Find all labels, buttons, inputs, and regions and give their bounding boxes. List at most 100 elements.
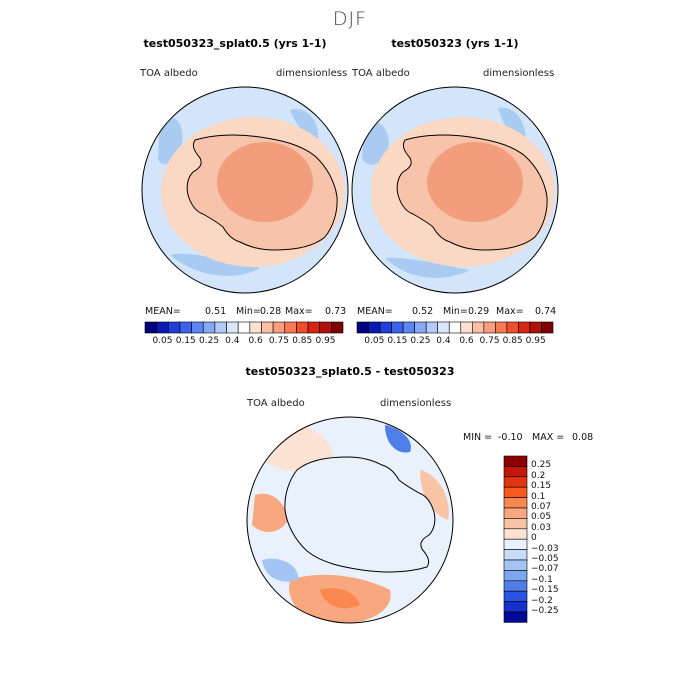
colorbar-panel2-swatch [471, 321, 485, 334]
diff-variable-label: TOA albedo [247, 398, 305, 409]
colorbar-panel1-swatch [156, 321, 169, 334]
colorbar-panel1-swatch [191, 321, 204, 334]
diff-pos-patch4 [320, 588, 360, 609]
colorbar-panel1-swatch [167, 321, 181, 334]
colorbar-diff-swatch [503, 466, 528, 478]
panel1-max-value: 0.73 [325, 306, 347, 317]
colorbar-diff-tick-label: 0.2 [531, 470, 546, 481]
colorbar-panel2-tick-label: 0.95 [525, 336, 546, 346]
panel2-min-value: 0.29 [468, 306, 490, 317]
panel1-frame [141, 86, 349, 294]
colorbar-panel1-swatch [331, 321, 344, 334]
colorbar-diff-tick-label: 0.03 [531, 522, 552, 533]
colorbar-panel2-swatch [414, 321, 427, 334]
colorbar-panel2-swatch [460, 321, 473, 334]
colorbar-diff-tick-label: 0.05 [531, 512, 552, 523]
colorbar-panel1-swatch [226, 321, 239, 334]
colorbar-panel2-tick-label: 0.75 [479, 336, 500, 346]
colorbar-diff-tick-label: −0.25 [531, 606, 559, 616]
diff-max-label: MAX = [532, 432, 565, 443]
colorbar-panel2-swatch [483, 321, 496, 334]
colorbar-panel2-tick-label: 0.85 [502, 336, 523, 346]
colorbar-panel2-swatch [425, 321, 439, 334]
diff-min-label: MIN = [463, 432, 493, 443]
colorbar-panel1-swatch [296, 321, 309, 334]
colorbar-diff-swatch [503, 570, 528, 582]
colorbar-panel2-tick-label: 0.05 [364, 336, 385, 346]
colorbar-panel2-swatch [391, 321, 404, 334]
colorbar-diff-tick-label: −0.2 [531, 595, 553, 606]
colorbar-panel2-swatch [368, 321, 381, 334]
panel1-mean-label: MEAN= [145, 306, 181, 317]
diff-units-label: dimensionless [380, 398, 452, 409]
colorbar-diff-swatch [503, 559, 528, 571]
colorbar-diff-swatch [503, 455, 528, 467]
colorbar-panel1-swatch [307, 321, 321, 334]
panel2-mean-label: MEAN= [357, 306, 393, 317]
colorbar-diff-swatch [503, 507, 528, 519]
panel2-ocean-blue-patch3 [385, 257, 470, 278]
panel2-min-label: Min= [443, 306, 468, 317]
colorbar-panel2-swatch [541, 321, 554, 334]
colorbar-diff-swatch [503, 486, 528, 498]
colorbar-diff-swatch [503, 538, 528, 550]
colorbar-panel1-tick-label: 0.95 [315, 336, 336, 346]
diff-max-value: 0.08 [572, 432, 594, 443]
colorbar-panel2-tick-label: 0.25 [410, 336, 431, 346]
colorbar-panel1-tick-label: 0.05 [152, 336, 173, 346]
panel1-title: test050323_splat0.5 (yrs 1-1) [143, 37, 327, 50]
colorbar-panel1-swatch [179, 321, 192, 334]
colorbar-diff-tick-label: 0.25 [531, 460, 552, 471]
colorbar-diff-swatch [503, 601, 528, 613]
season-title: DJF [332, 8, 368, 30]
diff-neg-patch-bottom [262, 558, 299, 582]
panel1-mean-value: 0.51 [205, 306, 227, 317]
colorbar-panel1-swatch [214, 321, 227, 334]
panel1-land-dark [217, 142, 313, 222]
colorbar-panel2-tick-label: 0.15 [387, 336, 408, 346]
colorbar-diff-swatch [503, 580, 528, 592]
panel1-max-label: Max= [285, 306, 313, 317]
panel2-mean-value: 0.52 [412, 306, 434, 317]
panel2-units-label: dimensionless [483, 68, 555, 79]
diff-pos-patch2 [252, 493, 288, 532]
colorbar-panel1-swatch [249, 321, 262, 334]
diff-neg-patch-top [385, 425, 411, 453]
colorbar-panel2-swatch [437, 321, 450, 334]
colorbar-panel2-swatch [495, 321, 508, 334]
panel1-variable-label: TOA albedo [140, 68, 198, 79]
colorbar-panel1-swatch [237, 321, 251, 334]
colorbar-panel2-swatch [529, 321, 542, 334]
diff-map [247, 417, 453, 623]
panel2-max-label: Max= [496, 306, 524, 317]
colorbar-panel1-tick-label: 0.4 [225, 336, 240, 346]
diff-frame [246, 416, 454, 624]
colorbar-diff-swatch [503, 518, 528, 530]
colorbar-panel1-swatch [319, 321, 332, 334]
colorbar-diff-swatch [503, 497, 528, 509]
colorbar-panel1-tick-label: 0.75 [268, 336, 289, 346]
panel2-frame [351, 86, 559, 294]
colorbar-diff-tick-label: 0 [531, 533, 537, 544]
colorbar-diff-tick-label: −0.05 [531, 554, 559, 564]
colorbar-panel2-swatch [356, 321, 369, 334]
panel1-ocean-blue-patch3 [170, 253, 260, 276]
colorbar-diff-tick-label: −0.15 [531, 585, 559, 596]
colorbar-panel1-swatch [144, 321, 157, 334]
colorbar-panel2-tick-label: 0.6 [459, 336, 474, 346]
colorbar-panel2-swatch [379, 321, 392, 334]
colorbar-diff-swatch [503, 528, 528, 540]
colorbar-panel2-swatch [518, 321, 531, 334]
colorbar-panel2-swatch [402, 321, 415, 334]
colorbar-diff-tick-label: 0.07 [531, 502, 552, 512]
panel1-min-value: 0.28 [260, 306, 282, 317]
colorbar-panel1-tick-label: 0.85 [292, 336, 313, 346]
panel1-map [142, 87, 348, 293]
panel1-ocean-blue-patch2 [290, 109, 319, 140]
diff-pos-patch5 [420, 470, 449, 520]
colorbar-diff-swatch [503, 590, 528, 602]
panel2-map [352, 87, 558, 293]
colorbar-panel2-tick-label: 0.4 [436, 336, 451, 346]
panel2-variable-label: TOA albedo [352, 68, 410, 79]
